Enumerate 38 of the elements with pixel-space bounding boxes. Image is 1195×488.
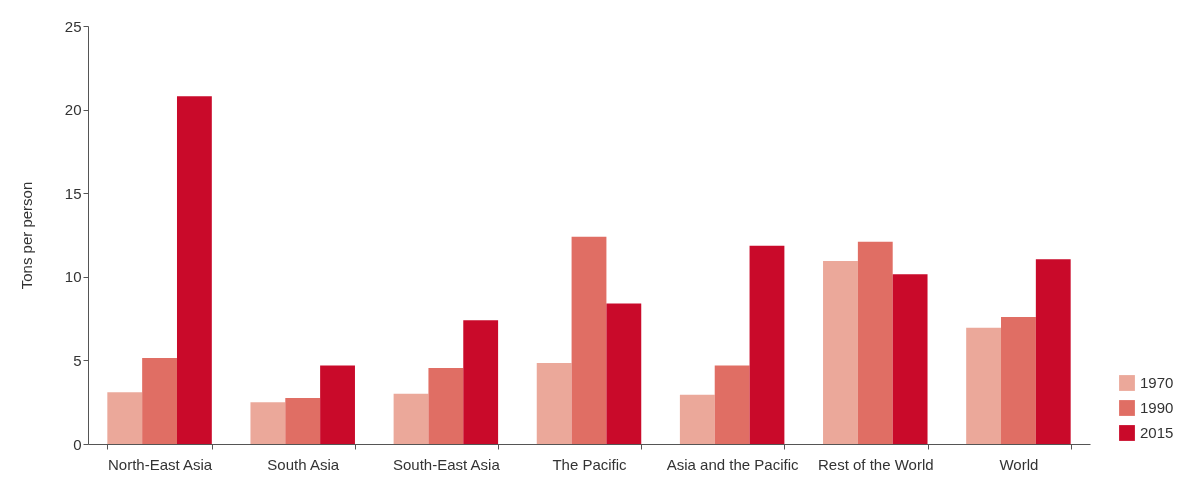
x-tick-label: World	[999, 455, 1039, 473]
bar	[857, 241, 893, 444]
bar	[463, 320, 499, 444]
y-tick-label: 15	[64, 184, 82, 202]
bar	[142, 357, 177, 444]
y-tick-label: 10	[64, 268, 82, 286]
bar	[393, 393, 429, 444]
y-tick-label: 5	[73, 351, 82, 369]
bar	[606, 303, 642, 444]
bar	[966, 327, 1002, 444]
bar	[749, 245, 785, 444]
x-tick-label: South Asia	[267, 455, 340, 473]
y-axis-title: Tons per person	[17, 181, 35, 290]
y-tick-label: 20	[64, 101, 82, 119]
bar	[320, 365, 355, 444]
bar	[107, 392, 143, 444]
bar	[1035, 259, 1071, 444]
bar	[892, 274, 928, 444]
legend-label: 2015	[1140, 424, 1174, 441]
bar	[714, 365, 750, 444]
x-tick-label: Asia and the Pacific	[666, 455, 800, 473]
bar	[1001, 316, 1036, 444]
bar	[176, 96, 212, 444]
bar	[536, 362, 572, 444]
y-tick-label: 25	[64, 17, 82, 35]
legend-label: 1990	[1140, 399, 1174, 416]
x-tick-label: South-East Asia	[392, 455, 501, 473]
legend-label: 1970	[1140, 374, 1174, 391]
bar	[571, 236, 607, 444]
bar	[679, 394, 715, 444]
bar	[250, 402, 286, 444]
y-tick-label: 0	[73, 435, 82, 453]
x-tick-label: North-East Asia	[107, 455, 213, 473]
x-tick-label: The Pacific	[552, 455, 628, 473]
bar	[823, 260, 858, 444]
bar	[285, 398, 321, 444]
x-tick-label: Rest of the World	[817, 455, 934, 473]
bar	[428, 367, 464, 444]
